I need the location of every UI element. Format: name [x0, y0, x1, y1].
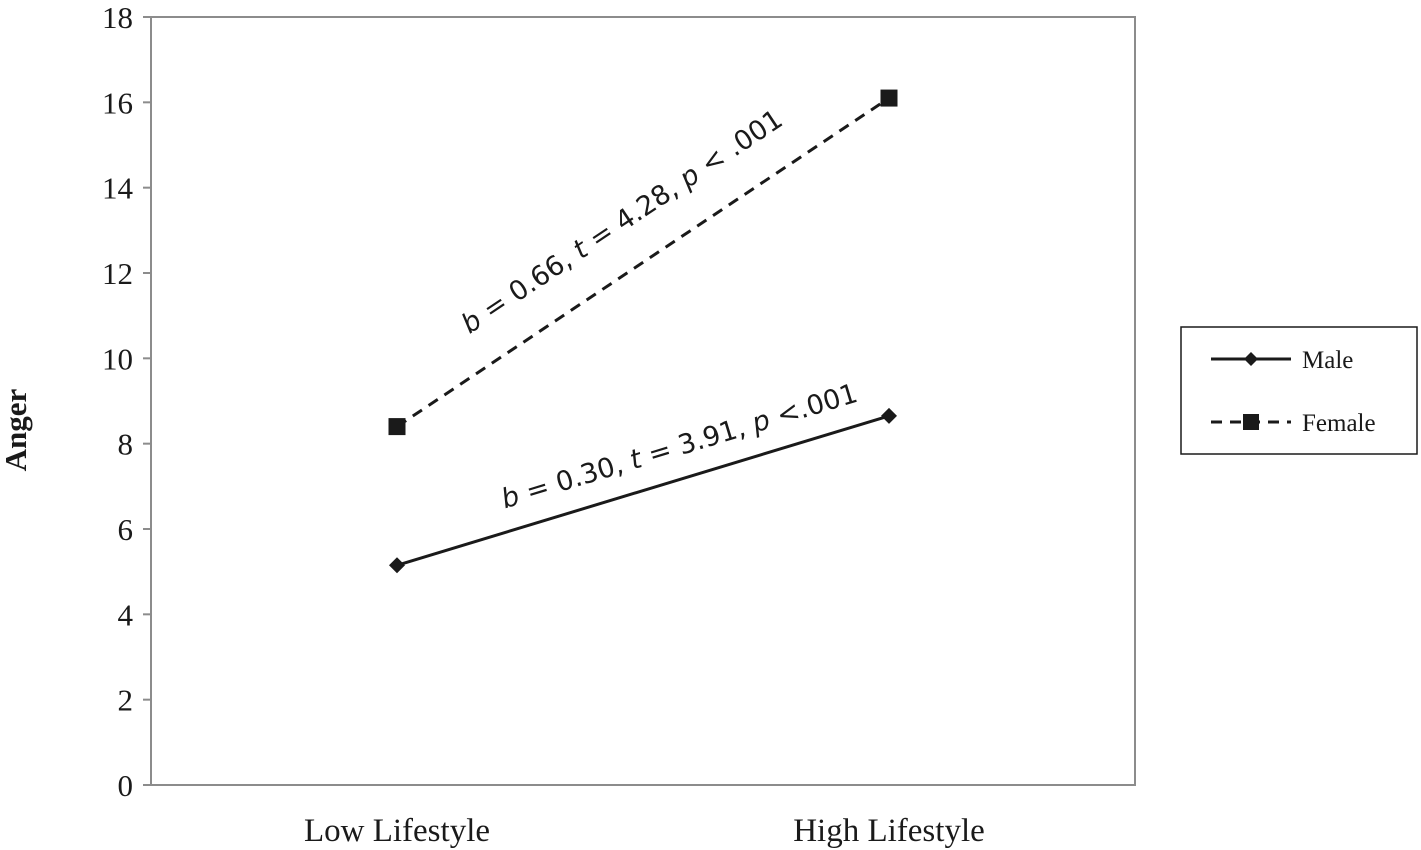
data-point-diamond [1244, 352, 1258, 366]
y-tick-label: 14 [102, 171, 134, 206]
data-point-square [388, 418, 406, 436]
y-tick-label: 8 [118, 427, 134, 462]
data-point-diamond [389, 557, 405, 574]
series-male [389, 407, 897, 574]
y-tick-label: 18 [102, 0, 133, 35]
legend-label: Female [1302, 410, 1376, 437]
legend-box [1180, 326, 1418, 455]
x-category-label: Low Lifestyle [304, 813, 490, 849]
y-tick-label: 12 [102, 256, 133, 291]
y-axis: 0 2 4 6 8 10 12 14 16 18 [102, 0, 151, 803]
x-category-label: High Lifestyle [793, 813, 985, 849]
y-tick-label: 16 [102, 85, 133, 120]
series-line [396, 96, 890, 428]
data-point-square [880, 89, 898, 107]
legend-item-male: Male [1211, 347, 1353, 374]
y-tick-label: 2 [118, 683, 134, 718]
legend: Male Female [1180, 326, 1418, 455]
legend-item-female: Female [1211, 410, 1376, 437]
series-layer [388, 89, 898, 574]
series-female [388, 89, 898, 436]
series-line [396, 414, 890, 567]
data-point-square [1243, 414, 1259, 430]
x-axis: Low Lifestyle High Lifestyle [304, 813, 985, 849]
legend-label: Male [1302, 347, 1353, 374]
y-axis-title: Anger [0, 388, 33, 471]
y-tick-label: 4 [118, 597, 134, 632]
plot-area [150, 16, 1136, 786]
data-point-diamond [881, 407, 897, 424]
y-tick-label: 6 [118, 512, 134, 547]
y-tick-label: 10 [102, 341, 133, 376]
y-tick-label: 0 [118, 768, 134, 803]
